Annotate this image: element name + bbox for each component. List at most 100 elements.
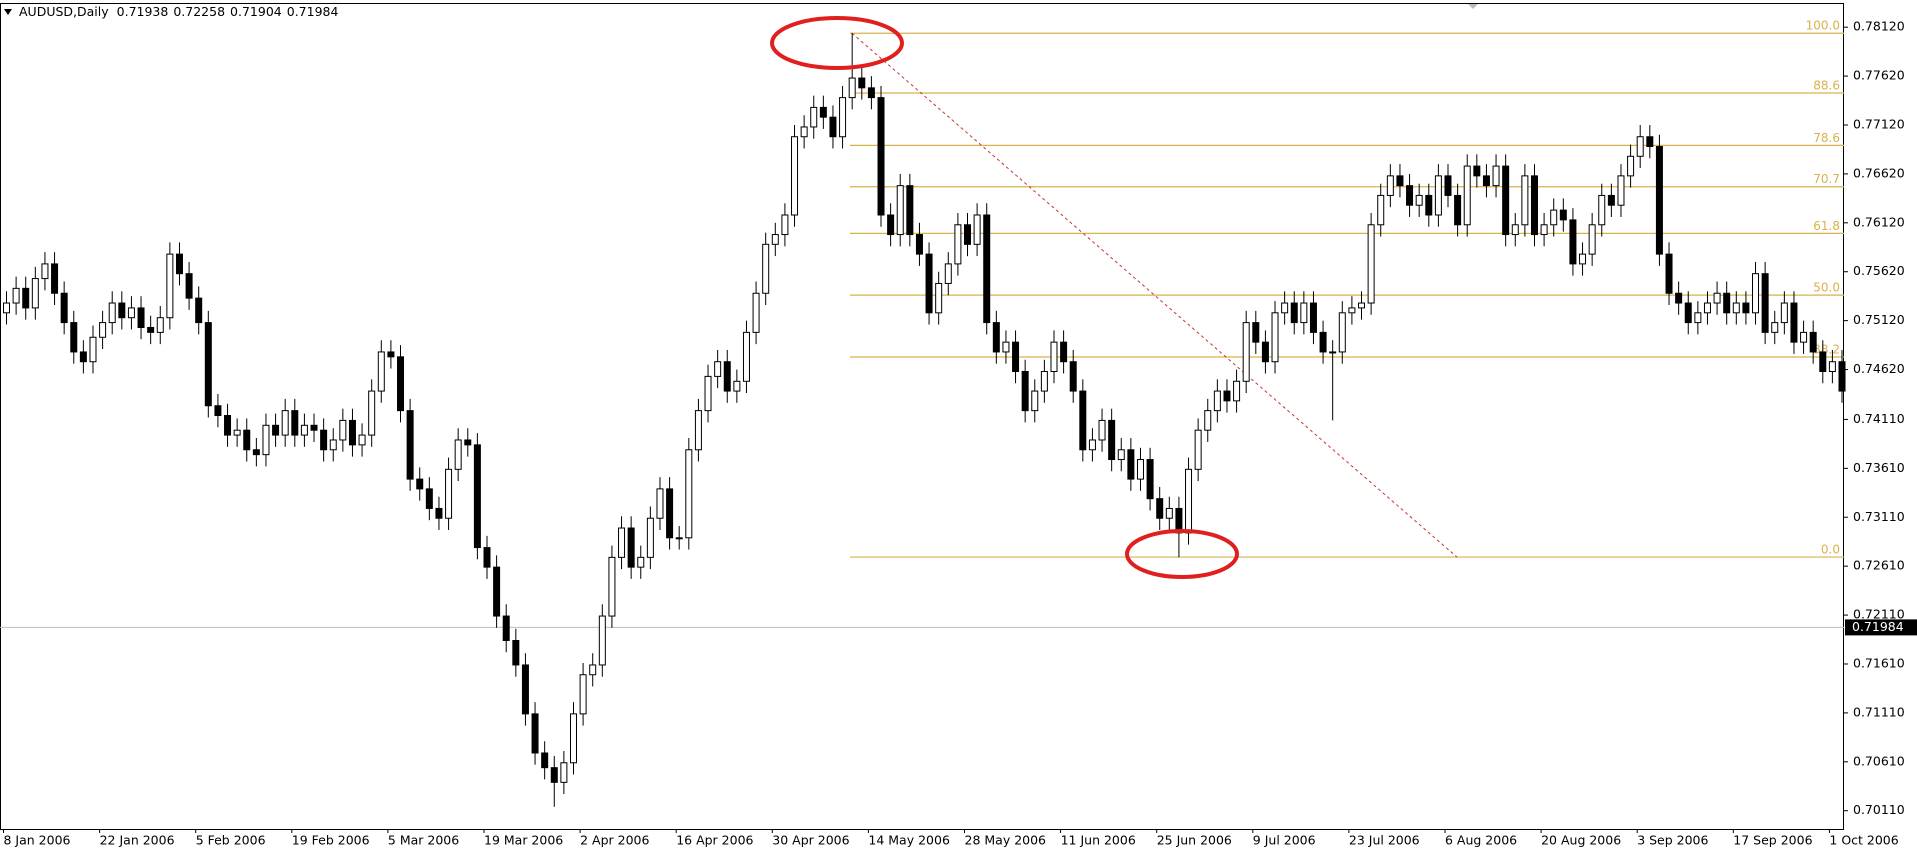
candle-body [637, 556, 645, 568]
y-tick-label: 0.76620 [1853, 165, 1905, 180]
candle-body [291, 410, 299, 436]
candle-body [1530, 175, 1538, 236]
candle-body [464, 439, 472, 446]
candle-body [973, 214, 981, 245]
candle-body [896, 185, 904, 236]
candle-body [1809, 331, 1817, 353]
candle-body [41, 263, 49, 280]
candle-body [1752, 273, 1760, 314]
candle-body [742, 331, 750, 382]
candle-body [1223, 390, 1231, 402]
fib-trend-line [851, 32, 1458, 558]
y-tick-label: 0.75120 [1853, 312, 1905, 327]
candle-body [1684, 302, 1692, 324]
candle-body [1088, 439, 1096, 451]
candle-body [1415, 194, 1423, 206]
candle-body [3, 302, 10, 314]
candle-body [1492, 165, 1500, 187]
price-box [1845, 619, 1917, 636]
candle-body [377, 351, 385, 392]
candle-body [906, 185, 914, 236]
candle-body [224, 415, 232, 436]
chart-header: AUDUSD,Daily 0.71938 0.72258 0.71904 0.71984 [19, 4, 338, 19]
candle-body [1146, 459, 1154, 500]
highlight-ellipse [1125, 529, 1239, 579]
candle-body [694, 410, 702, 451]
candle-body [1473, 165, 1481, 177]
candle-body [1233, 380, 1241, 402]
candle-body [867, 87, 875, 99]
candle-body [771, 234, 779, 245]
y-tick-label: 0.71110 [1853, 704, 1905, 719]
candle-body [31, 278, 39, 309]
symbol: AUDUSD,Daily [19, 4, 109, 19]
candle-body [1761, 273, 1769, 333]
candle-body [454, 439, 462, 470]
candle-body [300, 424, 308, 436]
candle-body [502, 615, 510, 642]
x-tick-label: 8 Jan 2006 [4, 833, 71, 848]
y-tick-label: 0.77620 [1853, 68, 1905, 83]
candle-body [416, 478, 424, 490]
x-tick-label: 9 Jul 2006 [1253, 833, 1316, 848]
candle-body [1252, 322, 1260, 343]
candle-body [887, 214, 895, 236]
candle-body [1281, 302, 1289, 314]
x-tick-label: 16 Apr 2006 [676, 833, 753, 848]
candle-body [368, 390, 376, 436]
candle-body [915, 234, 923, 255]
candle-body [1300, 302, 1308, 324]
header-high: 0.72258 [173, 4, 225, 19]
candle-body [1098, 419, 1106, 441]
candle-body [358, 434, 366, 446]
candle-body [675, 537, 683, 540]
candle-body [1185, 468, 1193, 534]
candle-body [954, 224, 962, 265]
candle-body [944, 263, 952, 284]
candle-body [22, 287, 30, 309]
candle-body [329, 439, 337, 451]
candle-body [1396, 175, 1404, 187]
candle-body [560, 762, 568, 783]
candle-body [1031, 390, 1039, 412]
candle-body [627, 527, 635, 568]
candle-body [1377, 194, 1385, 226]
candle-body [137, 307, 145, 328]
candle-body [1425, 194, 1433, 216]
candle-body [1463, 165, 1471, 226]
y-tick-label: 0.75620 [1853, 263, 1905, 278]
candle-body [1607, 194, 1615, 206]
shift-marker [1468, 4, 1478, 9]
candle-body [1021, 371, 1029, 412]
candle-body [1703, 302, 1711, 314]
candle-body [1780, 302, 1788, 324]
candle-body [1002, 341, 1010, 353]
candle-body [1771, 322, 1779, 333]
menu-arrow[interactable] [4, 9, 12, 15]
candle-body [397, 356, 405, 412]
candle-body [608, 556, 616, 617]
candle-body [983, 214, 991, 324]
candle-body [550, 767, 558, 783]
candle-body [685, 449, 693, 539]
candle-body [272, 424, 280, 436]
candle-body [723, 361, 731, 392]
candle-body [1521, 175, 1529, 226]
candle-body [1569, 219, 1577, 265]
candle-body [1194, 429, 1202, 470]
candle-body [1261, 341, 1269, 363]
candle-body [195, 297, 203, 324]
candle-body [147, 326, 155, 333]
candle-body [483, 547, 491, 568]
candle-body [1079, 390, 1087, 451]
candle-body [810, 106, 818, 128]
candle-body [1348, 307, 1356, 314]
y-tick-label: 0.77120 [1853, 117, 1905, 132]
candle-body [531, 713, 539, 754]
candle-body [733, 380, 741, 392]
x-tick-label: 5 Feb 2006 [196, 833, 266, 848]
y-tick-label: 0.72610 [1853, 558, 1905, 573]
candle-body [1800, 331, 1808, 343]
candle-body [127, 307, 135, 319]
candle-body [185, 273, 193, 299]
